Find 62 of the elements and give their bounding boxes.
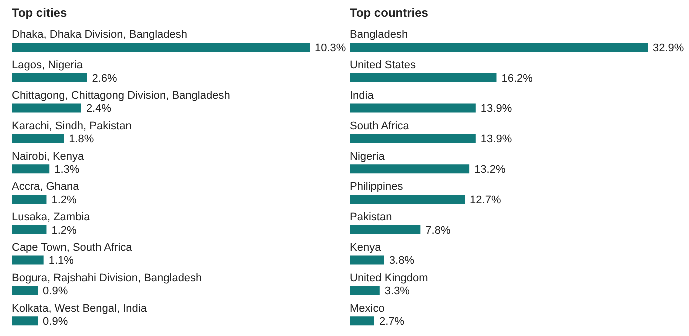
- bar: [350, 104, 476, 113]
- data-label: 0.9%: [43, 286, 68, 298]
- data-label: 1.8%: [69, 134, 94, 146]
- y-tick-label: India: [350, 90, 375, 102]
- y-tick-label: Lusaka, Zambia: [12, 212, 92, 224]
- y-tick-label: Pakistan: [350, 212, 392, 224]
- data-label: 12.7%: [470, 194, 502, 206]
- y-tick-label: Accra, Ghana: [12, 181, 80, 194]
- bar: [12, 195, 47, 204]
- y-tick-label: Chittagong, Chittagong Division, Bangladesh: [12, 90, 230, 102]
- chart-title: Top countries: [350, 6, 428, 20]
- y-tick-label: Mexico: [350, 302, 385, 315]
- y-tick-label: Karachi, Sindh, Pakistan: [12, 120, 132, 132]
- data-label: 1.3%: [54, 164, 80, 176]
- bar: [12, 316, 38, 326]
- data-label: 0.9%: [43, 316, 68, 328]
- y-tick-label: Dhaka, Dhaka Division, Bangladesh: [12, 29, 188, 42]
- bar: [12, 164, 50, 174]
- bar: [12, 286, 38, 296]
- data-label: 16.2%: [502, 72, 534, 85]
- chart-title: Top cities: [12, 6, 68, 20]
- bar: [12, 43, 310, 52]
- y-tick-label: Kenya: [350, 242, 382, 254]
- y-tick-label: Cape Town, South Africa: [12, 242, 134, 254]
- data-label: 2.7%: [379, 316, 405, 328]
- bar: [350, 225, 421, 234]
- data-label: 10.3%: [315, 42, 346, 54]
- data-label: 2.6%: [92, 72, 118, 85]
- bar: [12, 73, 88, 82]
- y-tick-label: Kolkata, West Bengal, India: [12, 302, 148, 315]
- data-label: 3.3%: [384, 286, 410, 298]
- bar: [12, 256, 44, 265]
- bar: [350, 43, 648, 52]
- data-label: 13.2%: [474, 164, 506, 176]
- bar: [12, 225, 47, 234]
- bar: [350, 134, 476, 144]
- bar: [350, 256, 384, 265]
- y-tick-label: Bangladesh: [350, 29, 408, 42]
- y-tick-label: Philippines: [350, 181, 404, 194]
- bar: [350, 195, 466, 204]
- y-tick-label: Lagos, Nigeria: [12, 60, 84, 72]
- bar: [350, 316, 374, 326]
- data-label: 1.2%: [52, 224, 78, 237]
- data-label: 3.8%: [389, 255, 415, 268]
- y-tick-label: Nigeria: [350, 150, 386, 163]
- y-tick-label: Nairobi, Kenya: [12, 150, 86, 163]
- y-tick-label: South Africa: [350, 120, 410, 132]
- bar: [350, 73, 497, 82]
- data-label: 1.1%: [48, 255, 74, 268]
- data-label: 13.9%: [480, 103, 512, 116]
- data-label: 2.4%: [86, 103, 112, 116]
- y-tick-label: Bogura, Rajshahi Division, Bangladesh: [12, 272, 202, 284]
- bar: [350, 286, 380, 296]
- data-label: 13.9%: [480, 134, 512, 146]
- data-label: 32.9%: [653, 42, 684, 54]
- bar: [350, 164, 470, 174]
- y-tick-label: United States: [350, 60, 417, 72]
- bar: [12, 134, 64, 144]
- data-label: 7.8%: [426, 224, 451, 237]
- bar: [12, 104, 82, 113]
- data-label: 1.2%: [52, 194, 78, 206]
- y-tick-label: United Kingdom: [350, 272, 428, 284]
